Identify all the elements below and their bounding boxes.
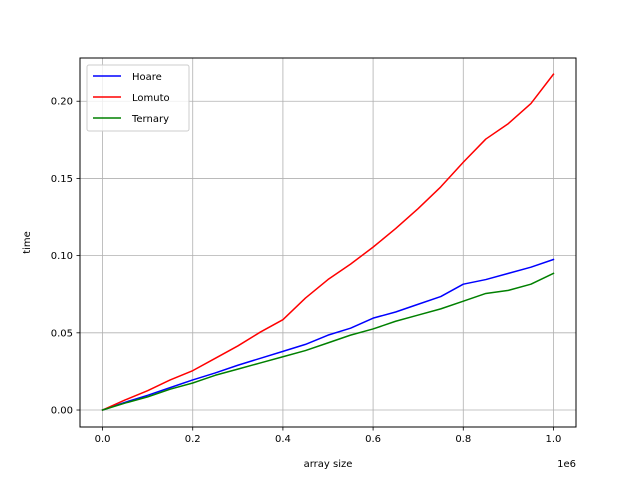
series-line-lomuto <box>101 73 555 412</box>
legend-label-ternary: Ternary <box>131 114 169 125</box>
series-line-ternary <box>101 272 555 411</box>
legend-box <box>86 64 190 132</box>
legend: Hoare Lomuto Ternary <box>86 64 190 132</box>
y-axis-label: time <box>22 231 33 254</box>
axes-frame <box>79 57 577 428</box>
x-tick-label: 1.0 <box>546 434 562 445</box>
legend-label-lomuto: Lomuto <box>132 93 170 104</box>
x-axis-ticks: 0.0 0.2 0.4 0.6 0.8 1.0 <box>95 427 562 445</box>
x-tick-label: 0.6 <box>365 434 381 445</box>
x-tick-label: 0.8 <box>455 434 471 445</box>
x-tick-label: 0.0 <box>95 434 111 445</box>
x-tick-label: 0.4 <box>275 434 291 445</box>
y-tick-label: 0.10 <box>51 251 73 262</box>
grid-lines <box>80 58 576 427</box>
x-axis-label: array size <box>304 459 353 470</box>
y-tick-label: 0.00 <box>51 406 73 417</box>
x-tick-label: 0.2 <box>185 434 201 445</box>
y-tick-label: 0.15 <box>51 174 73 185</box>
y-tick-label: 0.05 <box>51 328 73 339</box>
legend-label-hoare: Hoare <box>132 72 162 83</box>
series-lines <box>101 73 555 412</box>
series-line-hoare <box>101 258 555 411</box>
y-axis-ticks: 0.00 0.05 0.10 0.15 0.20 <box>51 97 80 417</box>
y-tick-label: 0.20 <box>51 97 73 108</box>
x-axis-offset-label: 1e6 <box>557 459 576 470</box>
